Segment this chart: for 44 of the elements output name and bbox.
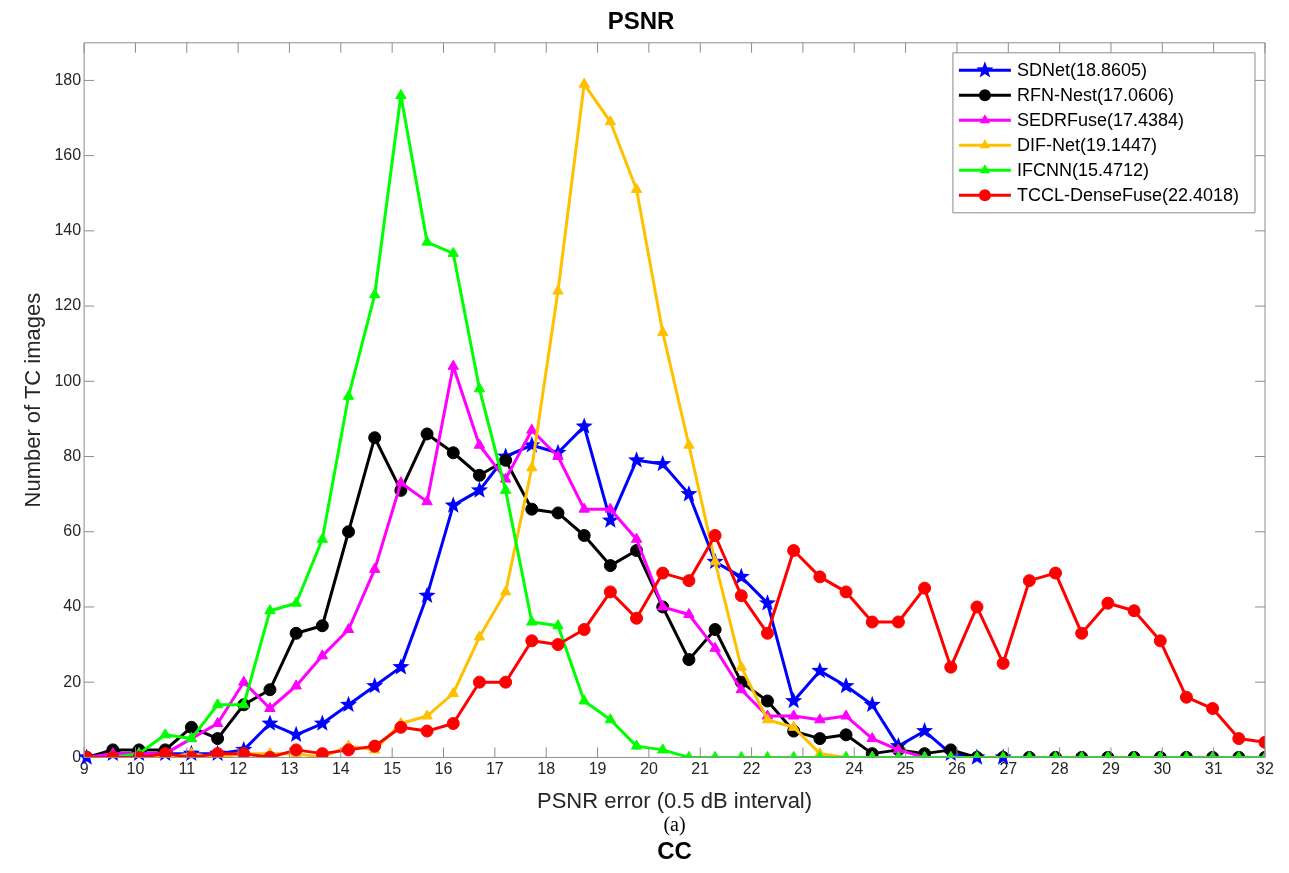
- x-tick-label: 16: [434, 760, 453, 778]
- x-tick-label: 18: [537, 760, 556, 778]
- x-tick-label: 25: [896, 760, 915, 778]
- legend-label: SEDRFuse(17.4384): [1016, 110, 1184, 131]
- y-tick-label: 40: [63, 597, 82, 615]
- x-tick-label: 24: [845, 760, 864, 778]
- x-tick-label: 29: [1102, 760, 1120, 778]
- legend-label: RFN-Nest(17.0606): [1016, 85, 1174, 106]
- chart-title: PSNR: [607, 7, 675, 35]
- x-tick-label: 22: [742, 760, 761, 778]
- text: (a): [663, 813, 686, 837]
- x-tick-label: 21: [691, 760, 710, 778]
- legend-label: SDNet(18.8605): [1016, 60, 1147, 81]
- y-tick-label: 100: [54, 371, 82, 389]
- y-tick-label: 60: [63, 522, 82, 540]
- x-tick-label: 10: [126, 760, 145, 778]
- x-tick-label: 28: [1050, 760, 1069, 778]
- x-tick-label: 26: [948, 760, 966, 778]
- x-tick-label: 12: [229, 760, 248, 778]
- x-tick-label: 31: [1204, 760, 1223, 778]
- y-tick-label: 180: [54, 70, 82, 88]
- x-tick-label: 14: [331, 760, 350, 778]
- x-tick-label: 9: [79, 760, 89, 778]
- x-tick-label: 13: [280, 760, 299, 778]
- x-tick-label: 32: [1256, 760, 1274, 778]
- text: CC: [657, 836, 692, 864]
- y-tick-label: 140: [54, 221, 82, 239]
- y-tick-label: 20: [63, 672, 82, 690]
- x-tick-label: 17: [485, 760, 504, 778]
- x-tick-label: 20: [639, 760, 658, 778]
- y-tick-label: 160: [54, 146, 82, 164]
- x-tick-label: 19: [588, 760, 607, 778]
- x-tick-label: 15: [383, 760, 402, 778]
- x-axis-title: PSNR error (0.5 dB interval): [537, 787, 813, 813]
- x-tick-label: 30: [1153, 760, 1172, 778]
- legend-label: DIF-Net(19.1447): [1016, 135, 1157, 156]
- legend-label: TCCL-DenseFuse(22.4018): [1016, 185, 1240, 206]
- x-tick-label: 11: [178, 760, 196, 778]
- x-tick-label: 23: [794, 760, 812, 778]
- y-tick-label: 120: [54, 296, 82, 314]
- legend-label: IFCNN(15.4712): [1016, 160, 1149, 181]
- y-tick-label: 80: [63, 446, 82, 464]
- y-axis-title: Number of TC images: [20, 292, 46, 508]
- x-tick-label: 27: [999, 760, 1018, 778]
